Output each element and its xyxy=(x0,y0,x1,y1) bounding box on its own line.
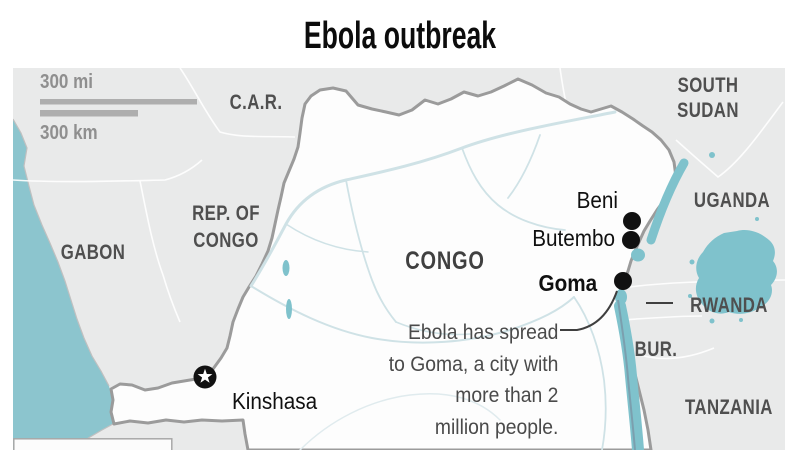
lake-victoria-islet xyxy=(689,259,695,265)
beni-dot-icon xyxy=(623,212,641,230)
lomami-river xyxy=(345,179,397,323)
label-kinshasa: Kinshasa xyxy=(232,388,318,414)
label-rwanda: RWANDA xyxy=(690,294,768,317)
southsudan-uganda-border xyxy=(675,101,784,179)
butembo-dot-icon xyxy=(622,231,640,249)
itimbiri-river xyxy=(507,134,541,199)
lake-victoria-islet xyxy=(709,318,715,324)
label-rep-congo-line2: CONGO xyxy=(193,229,259,252)
atlantic-ocean-shape xyxy=(13,119,113,450)
scale-miles-label: 300 mi xyxy=(40,71,93,93)
kinshasa-star-icon xyxy=(193,365,217,389)
label-south-sudan-line1: SOUTH xyxy=(677,74,739,97)
label-rep-congo-line1: REP. OF xyxy=(192,202,260,225)
aruwimi-river xyxy=(461,147,566,231)
scale-km-label: 300 km xyxy=(40,122,98,144)
drc-country-shape xyxy=(109,77,678,450)
label-gabon: GABON xyxy=(60,241,126,264)
goma-dot-icon xyxy=(614,272,632,290)
label-congo-drc: CONGO xyxy=(405,247,485,275)
congo-river xyxy=(249,110,617,288)
page-title: Ebola outbreak xyxy=(303,15,497,57)
label-burundi: BUR. xyxy=(634,338,678,361)
kwango-river xyxy=(299,392,501,450)
lake-tanganyika xyxy=(614,300,644,450)
lake-kyoga xyxy=(709,152,715,158)
lake-kyoga-speck xyxy=(755,217,759,221)
car-congo-border xyxy=(179,68,296,138)
sankuru-river xyxy=(395,321,471,336)
cameroon-gabon-border xyxy=(13,159,203,183)
goma-annotation: Ebola has spread to Goma, a city with mo… xyxy=(388,317,558,443)
lake-albert xyxy=(646,158,689,245)
label-butembo: Butembo xyxy=(532,225,615,251)
lake-mai-ndombe xyxy=(282,260,290,276)
ruki-river xyxy=(285,223,369,253)
label-goma: Goma xyxy=(538,270,597,296)
lake-edward xyxy=(631,248,645,262)
annotation-line4: million people. xyxy=(434,415,558,439)
burundi-tanzania-border xyxy=(639,347,715,360)
gabon-congo-border xyxy=(139,180,181,323)
lake-victoria-islet xyxy=(739,318,743,322)
lake-tumba xyxy=(286,299,292,319)
scale-bar-miles xyxy=(40,99,197,105)
annotation-leader-line xyxy=(560,290,618,331)
lake-victoria-islet xyxy=(688,294,692,298)
label-south-sudan-line2: SUDAN xyxy=(677,99,739,122)
lualaba-river xyxy=(573,296,607,450)
annotation-line2: to Goma, a city with xyxy=(388,352,558,376)
border-through-lake-tanganyika xyxy=(617,299,636,450)
label-rep-congo: REP. OF CONGO xyxy=(186,200,266,254)
inset-box xyxy=(13,438,173,450)
label-car: C.A.R. xyxy=(229,91,283,114)
annotation-line1: Ebola has spread xyxy=(407,321,558,344)
annotation-line3: more than 2 xyxy=(454,384,558,407)
scale-bar-km xyxy=(40,110,138,117)
label-uganda: UGANDA xyxy=(693,189,771,212)
kasai-river xyxy=(250,285,575,344)
label-south-sudan: SOUTH SUDAN xyxy=(668,73,748,123)
rwanda-burundi-border xyxy=(621,315,703,321)
label-tanzania: TANZANIA xyxy=(685,396,773,419)
label-beni: Beni xyxy=(576,187,618,213)
lake-victoria xyxy=(695,230,777,314)
